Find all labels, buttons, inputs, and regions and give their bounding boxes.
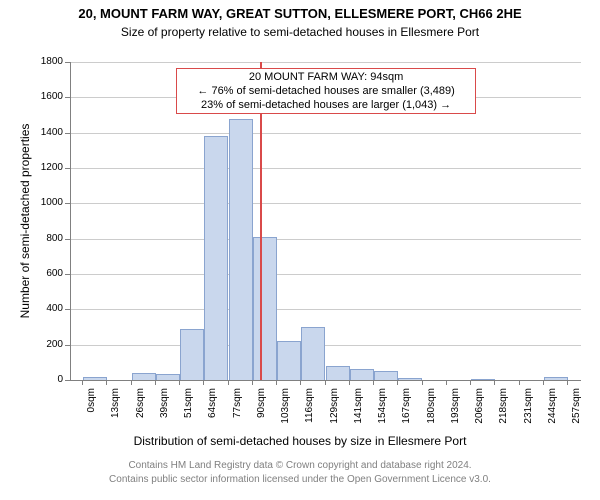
y-tick-label: 1200 — [25, 162, 63, 173]
x-tick-label: 0sqm — [86, 388, 97, 438]
y-tick-label: 1600 — [25, 91, 63, 102]
x-tick-label: 129sqm — [329, 388, 340, 438]
x-tick — [131, 380, 132, 385]
y-tick — [65, 133, 70, 134]
histogram-bar — [374, 371, 398, 380]
y-tick-label: 800 — [25, 233, 63, 244]
x-tick — [228, 380, 229, 385]
histogram-bar — [204, 136, 228, 380]
x-tick — [106, 380, 107, 385]
histogram-bar — [277, 341, 301, 380]
x-tick-label: 64sqm — [207, 388, 218, 438]
x-tick-label: 231sqm — [523, 388, 534, 438]
histogram-bar — [180, 329, 204, 380]
x-tick — [519, 380, 520, 385]
histogram-bar — [544, 377, 568, 380]
x-tick — [300, 380, 301, 385]
histogram-bar — [398, 378, 422, 380]
chart-title: 20, MOUNT FARM WAY, GREAT SUTTON, ELLESM… — [0, 6, 600, 21]
gridline — [71, 133, 581, 134]
y-tick — [65, 203, 70, 204]
x-tick-label: 141sqm — [353, 388, 364, 438]
y-tick-label: 1000 — [25, 197, 63, 208]
x-tick — [422, 380, 423, 385]
x-tick — [179, 380, 180, 385]
x-tick — [155, 380, 156, 385]
y-tick — [65, 274, 70, 275]
y-axis-label: Number of semi-detached properties — [18, 62, 32, 380]
x-tick — [252, 380, 253, 385]
y-tick-label: 200 — [25, 339, 63, 350]
histogram-bar — [132, 373, 156, 380]
gridline — [71, 168, 581, 169]
y-tick — [65, 380, 70, 381]
x-tick — [470, 380, 471, 385]
y-tick — [65, 97, 70, 98]
x-tick — [325, 380, 326, 385]
y-tick-label: 1400 — [25, 127, 63, 138]
y-tick-label: 1800 — [25, 56, 63, 67]
y-tick-label: 400 — [25, 303, 63, 314]
gridline — [71, 203, 581, 204]
gridline — [71, 62, 581, 63]
annotation-box: 20 MOUNT FARM WAY: 94sqm← 76% of semi-de… — [176, 68, 476, 114]
annotation-line-2: ← 76% of semi-detached houses are smalle… — [179, 85, 473, 99]
x-tick-label: 39sqm — [159, 388, 170, 438]
x-tick-label: 193sqm — [450, 388, 461, 438]
x-tick-label: 218sqm — [498, 388, 509, 438]
x-tick — [494, 380, 495, 385]
histogram-bar — [471, 379, 495, 380]
y-tick — [65, 62, 70, 63]
attribution-line-2: Contains public sector information licen… — [0, 474, 600, 485]
gridline — [71, 239, 581, 240]
x-tick — [543, 380, 544, 385]
x-tick — [276, 380, 277, 385]
x-tick-label: 51sqm — [183, 388, 194, 438]
x-tick-label: 26sqm — [135, 388, 146, 438]
y-tick — [65, 309, 70, 310]
x-tick — [349, 380, 350, 385]
x-tick — [397, 380, 398, 385]
x-tick — [446, 380, 447, 385]
chart-subtitle: Size of property relative to semi-detach… — [0, 25, 600, 39]
x-tick — [203, 380, 204, 385]
x-tick-label: 206sqm — [474, 388, 485, 438]
x-tick — [373, 380, 374, 385]
x-tick-label: 244sqm — [547, 388, 558, 438]
x-tick — [567, 380, 568, 385]
gridline — [71, 345, 581, 346]
gridline — [71, 309, 581, 310]
histogram-bar — [83, 377, 107, 380]
x-tick-label: 167sqm — [401, 388, 412, 438]
y-tick-label: 600 — [25, 268, 63, 279]
annotation-line-3: 23% of semi-detached houses are larger (… — [179, 99, 473, 113]
plot-area: 20 MOUNT FARM WAY: 94sqm← 76% of semi-de… — [70, 62, 581, 381]
x-tick-label: 257sqm — [571, 388, 582, 438]
y-tick-label: 0 — [25, 374, 63, 385]
y-tick — [65, 345, 70, 346]
y-tick — [65, 239, 70, 240]
histogram-bar — [326, 366, 350, 380]
x-tick-label: 116sqm — [304, 388, 315, 438]
x-tick-label: 103sqm — [280, 388, 291, 438]
x-tick-label: 90sqm — [256, 388, 267, 438]
x-tick-label: 154sqm — [377, 388, 388, 438]
attribution-line-1: Contains HM Land Registry data © Crown c… — [0, 460, 600, 471]
x-tick-label: 77sqm — [232, 388, 243, 438]
histogram-bar — [253, 237, 277, 380]
histogram-bar — [229, 119, 253, 380]
annotation-line-1: 20 MOUNT FARM WAY: 94sqm — [179, 71, 473, 85]
x-tick-label: 13sqm — [110, 388, 121, 438]
chart-container: { "chart": { "type": "histogram", "title… — [0, 0, 600, 500]
histogram-bar — [156, 374, 180, 380]
histogram-bar — [301, 327, 325, 380]
gridline — [71, 274, 581, 275]
x-tick — [82, 380, 83, 385]
histogram-bar — [350, 369, 374, 380]
x-tick-label: 180sqm — [426, 388, 437, 438]
y-tick — [65, 168, 70, 169]
